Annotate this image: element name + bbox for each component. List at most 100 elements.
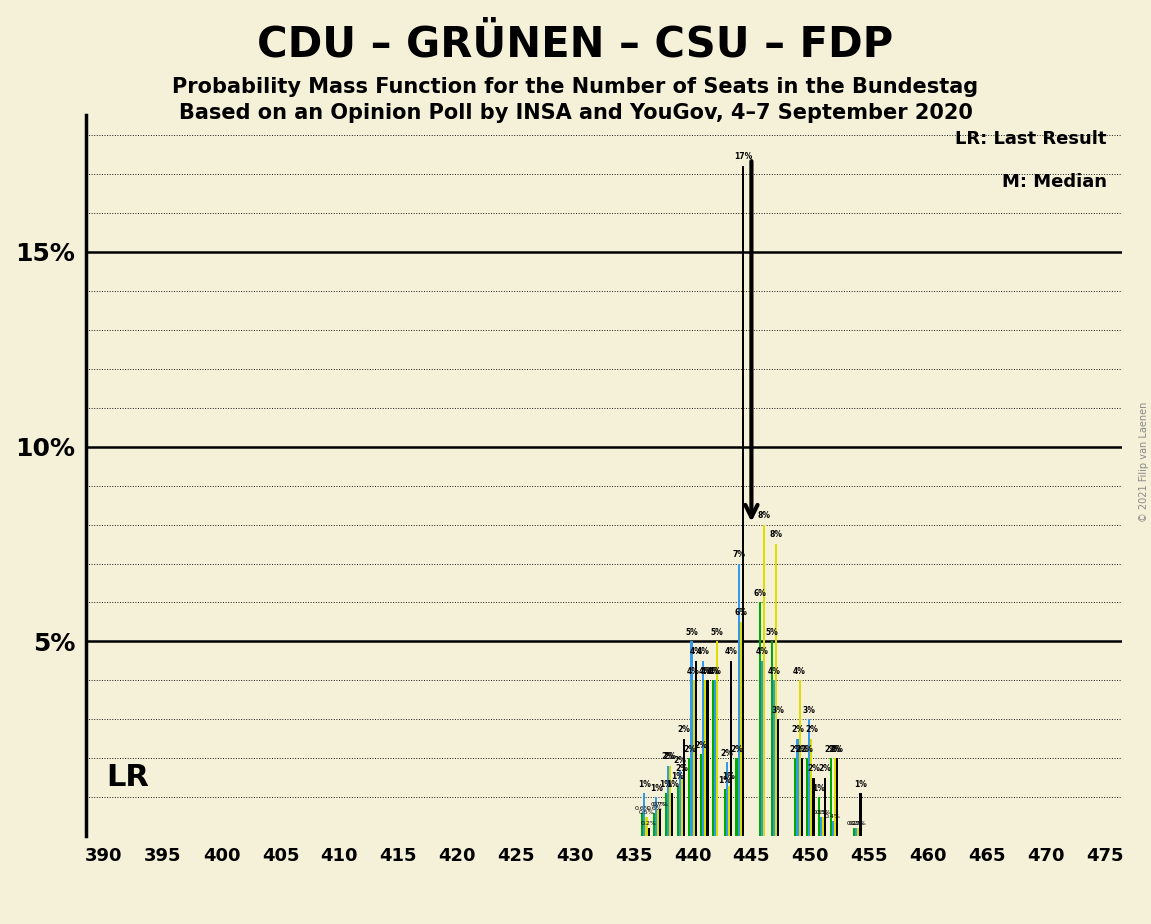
Bar <box>693 680 695 836</box>
Text: 0.6%: 0.6% <box>634 806 650 811</box>
Text: 2%: 2% <box>801 745 814 754</box>
Text: 3%: 3% <box>771 706 785 714</box>
Text: 7%: 7% <box>732 550 745 559</box>
Bar <box>799 680 801 836</box>
Text: 6%: 6% <box>754 589 767 598</box>
Bar <box>813 778 815 836</box>
Text: 2%: 2% <box>788 745 802 754</box>
Bar <box>830 759 832 836</box>
Text: 2%: 2% <box>673 757 686 765</box>
Text: 1%: 1% <box>638 780 650 789</box>
Bar <box>771 641 772 836</box>
Bar <box>691 641 693 836</box>
Bar <box>660 808 662 836</box>
Text: 1%: 1% <box>723 772 735 781</box>
Text: 2%: 2% <box>831 745 844 754</box>
Bar <box>763 525 765 836</box>
Text: 2%: 2% <box>805 725 817 735</box>
Text: 4%: 4% <box>793 667 806 675</box>
Text: 4%: 4% <box>689 647 702 656</box>
Text: 4%: 4% <box>687 667 700 675</box>
Bar <box>669 766 671 836</box>
Bar <box>716 641 718 836</box>
Text: 0.2%: 0.2% <box>846 821 862 826</box>
Text: 2%: 2% <box>807 764 820 773</box>
Bar <box>648 829 649 836</box>
Text: 0.6%: 0.6% <box>646 806 662 811</box>
Bar <box>808 720 810 836</box>
Bar <box>833 759 836 836</box>
Bar <box>726 762 727 836</box>
Text: 5%: 5% <box>711 627 724 637</box>
Bar <box>700 754 702 836</box>
Text: © 2021 Filip van Laenen: © 2021 Filip van Laenen <box>1138 402 1149 522</box>
Text: 17%: 17% <box>733 152 752 162</box>
Text: LR: LR <box>106 763 150 792</box>
Bar <box>702 661 704 836</box>
Bar <box>714 680 716 836</box>
Text: 0.5%: 0.5% <box>639 809 655 815</box>
Text: 2%: 2% <box>678 725 691 735</box>
Bar <box>643 794 646 836</box>
Text: Probability Mass Function for the Number of Seats in the Bundestag: Probability Mass Function for the Number… <box>173 77 978 97</box>
Text: 0.2%: 0.2% <box>848 821 864 826</box>
Bar <box>836 759 838 836</box>
Bar <box>738 564 740 836</box>
Bar <box>855 829 857 836</box>
Text: 4%: 4% <box>768 667 780 675</box>
Bar <box>761 661 763 836</box>
Bar <box>806 759 808 836</box>
Bar <box>775 544 777 836</box>
Text: 0.5%: 0.5% <box>813 809 829 815</box>
Text: Based on an Opinion Poll by INSA and YouGov, 4–7 September 2020: Based on an Opinion Poll by INSA and You… <box>178 103 973 123</box>
Bar <box>653 813 655 836</box>
Bar <box>777 720 779 836</box>
Bar <box>724 789 726 836</box>
Bar <box>711 680 714 836</box>
Bar <box>677 785 679 836</box>
Bar <box>683 739 685 836</box>
Text: 2%: 2% <box>683 745 696 754</box>
Bar <box>857 829 860 836</box>
Text: 8%: 8% <box>757 511 771 520</box>
Text: 4%: 4% <box>725 647 738 656</box>
Text: 0.5%: 0.5% <box>815 809 831 815</box>
Bar <box>727 785 730 836</box>
Text: 2%: 2% <box>818 764 832 773</box>
Bar <box>655 797 657 836</box>
Bar <box>832 821 833 836</box>
Bar <box>820 817 822 836</box>
Bar <box>818 797 820 836</box>
Text: 2%: 2% <box>676 764 688 773</box>
Text: 4%: 4% <box>701 667 714 675</box>
Text: 3%: 3% <box>802 706 816 714</box>
Text: 2%: 2% <box>664 752 677 761</box>
Text: 2%: 2% <box>795 745 808 754</box>
Bar <box>671 794 673 836</box>
Bar <box>641 813 643 836</box>
Bar <box>824 778 826 836</box>
Text: 1%: 1% <box>660 780 672 789</box>
Bar <box>680 778 683 836</box>
Bar <box>740 622 741 836</box>
Text: 4%: 4% <box>756 647 769 656</box>
Bar <box>735 759 738 836</box>
Bar <box>853 829 855 836</box>
Bar <box>666 766 669 836</box>
Bar <box>772 680 775 836</box>
Bar <box>810 739 813 836</box>
Text: 4%: 4% <box>699 667 711 675</box>
Text: 1%: 1% <box>650 784 663 793</box>
Text: LR: Last Result: LR: Last Result <box>955 130 1106 148</box>
Text: 1%: 1% <box>718 776 731 784</box>
Text: 4%: 4% <box>709 667 722 675</box>
Text: 2%: 2% <box>824 745 837 754</box>
Bar <box>759 602 761 836</box>
Bar <box>646 817 648 836</box>
Text: 0.2%: 0.2% <box>851 821 867 826</box>
Bar <box>796 739 799 836</box>
Bar <box>695 661 696 836</box>
Text: 1%: 1% <box>854 780 867 789</box>
Text: 0.7%: 0.7% <box>653 802 669 807</box>
Text: 5%: 5% <box>685 627 698 637</box>
